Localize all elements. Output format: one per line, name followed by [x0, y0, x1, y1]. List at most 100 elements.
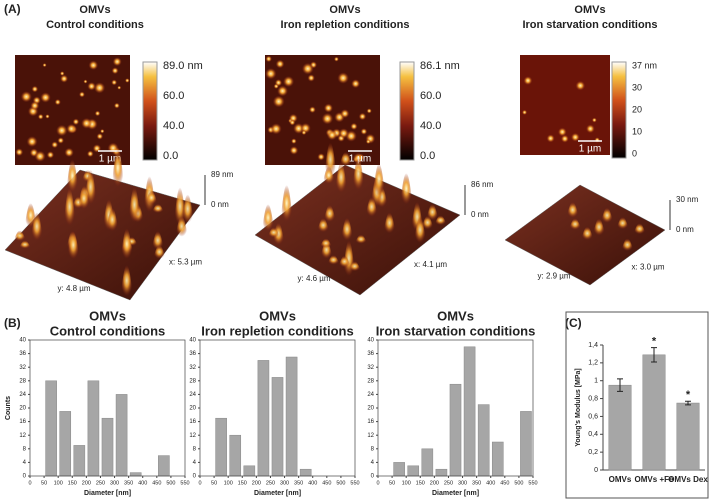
x-axis-label: x: 4.1 µm	[414, 260, 447, 269]
afm-particle	[45, 114, 50, 119]
afm-particle	[277, 85, 289, 97]
afm-3d-peak	[151, 231, 164, 250]
x-tick-label: 350	[124, 480, 133, 486]
afm-particle	[54, 98, 61, 106]
histogram-bar	[285, 356, 298, 477]
chart-title: OMVs	[437, 308, 474, 323]
x-tick-label: 300	[110, 480, 119, 486]
afm-particle	[93, 82, 106, 94]
colorbar	[142, 61, 158, 161]
colorbar-tick-label: 40.0	[163, 120, 184, 132]
afm-particle	[59, 71, 65, 76]
afm-3d-peak	[581, 226, 594, 241]
x-tick-label: 0	[28, 480, 31, 486]
y-tick-label: 24	[367, 392, 374, 398]
afm-3d-peak	[267, 227, 280, 238]
afm-3d-peak	[348, 261, 361, 272]
afm-particle	[338, 128, 349, 139]
afm-particle	[88, 60, 99, 71]
afm-particle	[64, 147, 74, 158]
afm-particle	[591, 117, 597, 123]
histogram-bar	[299, 468, 312, 477]
afm-particle	[112, 57, 122, 67]
x-tick-label: 50	[211, 480, 217, 486]
z-axis-label: 30 nm	[676, 195, 699, 204]
histogram-bar	[158, 455, 170, 477]
afm-particle	[94, 110, 101, 117]
y-tick-label: 28	[189, 378, 196, 384]
x-tick-label: 200	[82, 480, 91, 486]
x-tick-label: 50	[41, 480, 47, 486]
y-tick-label: 32	[189, 365, 196, 371]
y-tick-label: 24	[19, 392, 26, 398]
x-tick-label: 450	[322, 480, 331, 486]
afm-particle	[358, 112, 367, 121]
histogram-bar	[215, 417, 227, 477]
y-tick-label: 20	[367, 406, 374, 412]
histogram-bar	[271, 377, 284, 477]
x-tick-label: 350	[472, 480, 481, 486]
y-tick-label: 20	[19, 406, 26, 412]
afm-particle	[83, 79, 88, 84]
afm-3d-peak	[335, 161, 348, 193]
significance-marker: *	[686, 389, 691, 401]
y-tick-label: 24	[189, 392, 196, 398]
bar	[608, 384, 632, 471]
afm-particle	[26, 136, 38, 148]
afm-particle	[282, 75, 295, 88]
afm-particle	[351, 79, 361, 89]
x-tick-label: 250	[444, 480, 453, 486]
x-tick-label: OMVs +Fe	[635, 475, 674, 484]
afm-3d-peak	[67, 231, 80, 260]
y-tick-label: 1	[594, 378, 598, 385]
error-bar	[617, 378, 623, 392]
afm-particle	[117, 85, 122, 90]
scale-bar-label: 1 µm	[579, 144, 601, 155]
x-axis-label: Diameter [nm]	[254, 490, 301, 497]
afm-3d-peak	[365, 196, 378, 217]
x-tick-label: 0	[376, 480, 379, 486]
afm-3d-peak	[63, 187, 76, 226]
x-axis-label: Diameter [nm]	[84, 490, 131, 497]
panel-label: (C)	[565, 316, 582, 330]
x-tick-label: 300	[458, 480, 467, 486]
afm-3d-peak	[322, 166, 335, 184]
afm-3d-peak	[414, 216, 427, 243]
y-tick-label: 0,2	[588, 449, 598, 456]
y-tick-label: 0	[193, 474, 197, 480]
histogram-bar	[520, 411, 532, 477]
colorbar-tick-label: 20	[632, 104, 642, 114]
afm-3d-peak	[18, 240, 31, 249]
afm-3d-peak	[327, 255, 340, 265]
afm-subtitle: Control conditions	[46, 19, 144, 31]
colorbar-tick-label: 60.0	[163, 90, 184, 102]
x-tick-label: 450	[152, 480, 161, 486]
colorbar	[399, 61, 415, 161]
afm-3d-peak	[319, 238, 332, 248]
afm-particle	[326, 129, 338, 141]
y-tick-label: 0	[23, 474, 27, 480]
afm-image	[265, 55, 380, 165]
afm-3d-peak	[383, 212, 396, 234]
afm-particle	[301, 130, 307, 136]
y-tick-label: 12	[367, 433, 374, 439]
y-axis-label: y: 4.8 µm	[58, 284, 91, 293]
afm-particle	[87, 82, 96, 91]
histogram-bar	[421, 448, 434, 477]
afm-particle	[340, 109, 350, 119]
x-tick-label: 400	[308, 480, 317, 486]
x-tick-label: 150	[238, 480, 247, 486]
y-tick-label: 0,6	[588, 413, 598, 420]
histogram-bar	[463, 346, 476, 477]
x-tick-label: 100	[402, 480, 411, 486]
y-axis-label: Young's Modulus [MPa]	[575, 368, 582, 447]
afm-particle	[81, 117, 93, 129]
afm-particle	[96, 133, 104, 140]
y-tick-label: 36	[189, 351, 196, 357]
y-tick-label: 40	[367, 338, 374, 344]
afm-3d-peak	[621, 238, 634, 251]
histogram-bar	[229, 434, 242, 477]
afm-3d-peak	[569, 218, 582, 230]
plot-frame	[29, 339, 186, 477]
afm-3d-peak	[13, 230, 26, 241]
